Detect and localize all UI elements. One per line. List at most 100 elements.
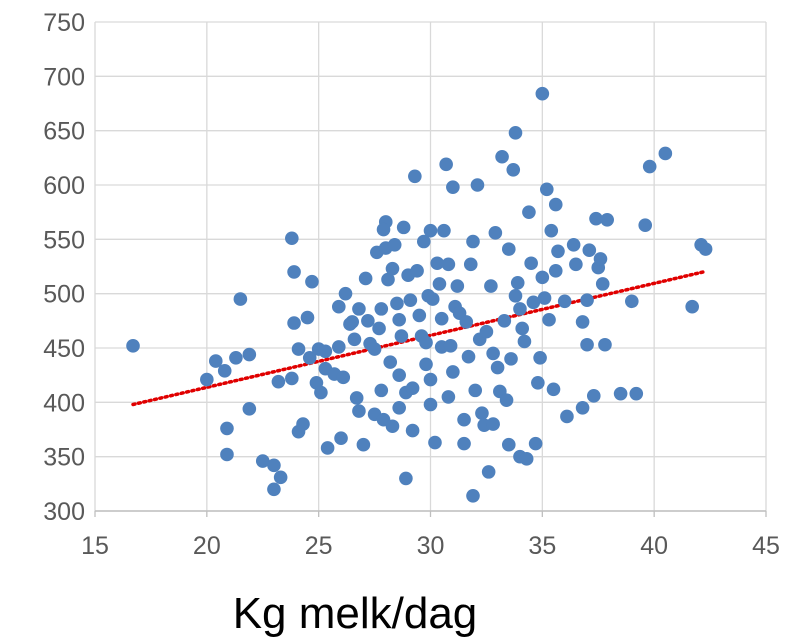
scatter-point <box>629 386 644 401</box>
scatter-point <box>575 315 590 329</box>
scatter-point <box>589 211 603 226</box>
scatter-point <box>405 381 420 396</box>
scatter-point <box>430 256 445 271</box>
y-tick-label: 700 <box>43 63 85 91</box>
scatter-point <box>638 218 653 233</box>
scatter-point <box>374 383 389 398</box>
scatter-point <box>425 292 440 306</box>
scatter-point <box>501 437 516 452</box>
scatter-point <box>625 294 639 309</box>
scatter-point <box>416 234 431 249</box>
scatter-point <box>575 400 590 415</box>
scatter-point <box>548 197 563 212</box>
scatter-point <box>499 393 514 407</box>
scatter-point <box>535 86 550 101</box>
scatter-point <box>229 350 243 365</box>
scatter-point <box>287 316 301 330</box>
scatter-point <box>200 372 214 387</box>
scatter-point <box>524 256 538 271</box>
scatter-point <box>410 264 424 278</box>
scatter-point <box>423 397 438 412</box>
scatter-point <box>459 315 474 329</box>
x-tick-label: 30 <box>417 532 445 560</box>
scatter-point <box>486 417 500 431</box>
scatter-point <box>580 337 594 352</box>
scatter-point <box>385 261 400 276</box>
x-tick-label: 35 <box>528 532 556 560</box>
scatter-point <box>513 302 527 316</box>
scatter-point <box>383 355 398 369</box>
scatter-point <box>331 299 346 314</box>
scatter-point <box>551 244 565 259</box>
scatter-point <box>419 335 433 350</box>
y-tick-label: 350 <box>43 444 85 472</box>
scatter-point <box>685 299 699 314</box>
scatter-point <box>488 226 503 240</box>
scatter-point <box>285 231 299 246</box>
scatter-point <box>526 295 541 310</box>
scatter-point <box>287 265 301 279</box>
scatter-point <box>463 257 478 272</box>
scatter-point <box>504 352 518 366</box>
x-tick-label: 45 <box>752 532 780 560</box>
scatter-point <box>233 292 248 306</box>
scatter-point <box>515 321 530 336</box>
scatter-point <box>468 383 483 398</box>
scatter-point <box>314 385 328 400</box>
scatter-point <box>408 169 422 184</box>
scatter-point <box>208 354 223 368</box>
scatter-point <box>598 337 612 352</box>
scatter-point <box>535 270 550 285</box>
scatter-point <box>242 347 257 362</box>
scatter-point <box>517 334 532 349</box>
scatter-point <box>434 311 449 326</box>
scatter-point <box>352 302 366 316</box>
scatter-point <box>390 296 404 311</box>
scatter-point <box>405 423 420 438</box>
scatter-point <box>255 454 270 468</box>
scatter-point <box>490 360 505 375</box>
scatter-point <box>291 424 306 439</box>
scatter-point <box>291 342 306 356</box>
scatter-point <box>484 279 498 293</box>
scatter-point <box>528 436 543 451</box>
scatter-point <box>372 321 386 336</box>
scatter-point <box>126 339 140 353</box>
scatter-point <box>399 471 413 486</box>
scatter-point <box>318 344 333 359</box>
scatter-point <box>392 400 406 415</box>
scatter-point <box>600 212 614 227</box>
scatter-point <box>557 294 572 309</box>
scatter-point <box>569 257 583 272</box>
scatter-point <box>613 386 628 401</box>
scatter-point <box>446 365 460 379</box>
scatter-point <box>457 436 471 451</box>
scatter-point <box>361 314 375 328</box>
y-tick-label: 300 <box>43 498 85 526</box>
scatter-point <box>508 289 523 303</box>
scatter-point <box>479 324 494 339</box>
scatter-point <box>423 223 438 238</box>
scatter-point <box>461 349 476 364</box>
scatter-point <box>466 488 480 503</box>
scatter-point <box>381 272 395 287</box>
x-tick-label: 40 <box>640 532 668 560</box>
scatter-point <box>437 223 451 238</box>
scatter-point <box>432 277 447 291</box>
scatter-point <box>450 279 465 293</box>
scatter-point <box>658 146 673 161</box>
scatter-point <box>267 482 281 497</box>
scatter-point <box>508 126 523 140</box>
scatter-point <box>392 312 406 327</box>
scatter-point <box>582 243 597 257</box>
scatter-point <box>352 404 366 418</box>
scatter-point <box>497 314 512 328</box>
scatter-point <box>285 371 299 386</box>
scatter-point <box>387 237 402 252</box>
scatter-point <box>580 293 594 307</box>
scatter-point <box>267 458 281 473</box>
scatter-point <box>403 293 418 307</box>
scatter-point <box>531 375 545 390</box>
scatter-point <box>336 370 351 385</box>
